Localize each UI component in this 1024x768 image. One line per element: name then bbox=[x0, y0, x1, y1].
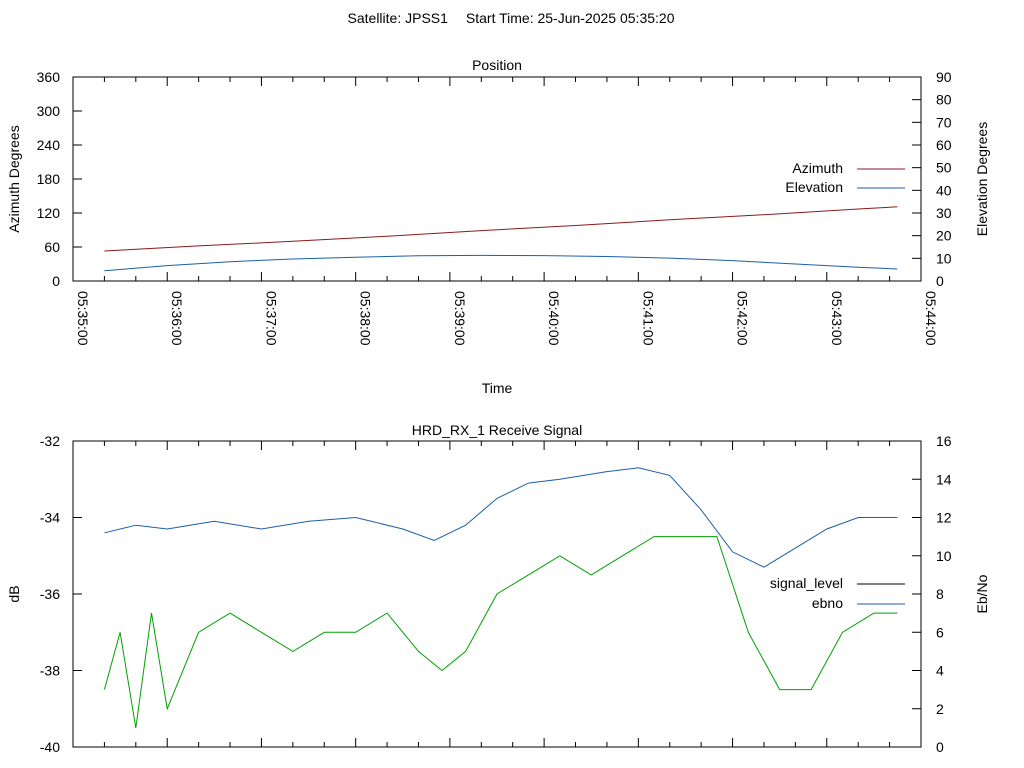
position-panel: Position 05:35:00 05:36:00 05:37:00 05:38:00… bbox=[6, 57, 990, 396]
series-line-ebno bbox=[104, 467, 898, 568]
y2-tick-label: 10 bbox=[936, 250, 952, 266]
y2-tick-label: 0 bbox=[936, 739, 944, 755]
series-line-elevation bbox=[104, 254, 898, 272]
start-time-label: Start Time: 25-Jun-2025 05:35:20 bbox=[466, 10, 675, 26]
x-tick-label: 05:44:00 bbox=[923, 291, 939, 346]
y2-tick-label: 14 bbox=[936, 471, 952, 487]
y2-tick-label: 90 bbox=[936, 69, 952, 85]
legend-label: ebno bbox=[812, 595, 843, 611]
x-tick-label: 05:38:00 bbox=[358, 291, 374, 346]
y-tick-label: -40 bbox=[40, 739, 60, 755]
x-tick-label: 05:39:00 bbox=[452, 291, 468, 346]
y2-tick-label: 80 bbox=[936, 92, 952, 108]
y-tick-label: 180 bbox=[37, 171, 61, 187]
y-tick-label: -34 bbox=[40, 510, 60, 526]
y-tick-label: 360 bbox=[37, 69, 61, 85]
legend-label: signal_level bbox=[770, 575, 843, 591]
y-tick-label: 300 bbox=[37, 103, 61, 119]
y-tick-label: 0 bbox=[52, 273, 60, 289]
legend-label: Azimuth bbox=[792, 160, 843, 176]
y2-tick-label: 50 bbox=[936, 160, 952, 176]
x-tick-label: 05:42:00 bbox=[735, 291, 751, 346]
y2-axis-label: Elevation Degrees bbox=[974, 122, 990, 236]
x-tick-label: 05:37:00 bbox=[263, 291, 279, 346]
y2-tick-label: 8 bbox=[936, 586, 944, 602]
y2-tick-label: 0 bbox=[936, 273, 944, 289]
x-tick-label: 05:35:00 bbox=[75, 291, 91, 346]
y-axis-label: dB bbox=[6, 585, 22, 602]
y2-tick-label: 30 bbox=[936, 205, 952, 221]
satellite-label: Satellite: JPSS1 bbox=[348, 10, 449, 26]
series-line-receive bbox=[103, 536, 898, 728]
figure-title: Satellite: JPSS1 Start Time: 25-Jun-2025 … bbox=[348, 10, 675, 26]
y-tick-label: 60 bbox=[44, 239, 60, 255]
x-axis-label: Time bbox=[482, 380, 513, 396]
y-tick-label: 120 bbox=[37, 205, 61, 221]
receive-signal-panel: HRD_RX_1 Receive Signal -40 -38 -36 -34 -32 0 2… bbox=[6, 422, 990, 755]
y-tick-label: -32 bbox=[40, 433, 60, 449]
y-tick-label: -38 bbox=[40, 663, 60, 679]
panel-title: Position bbox=[472, 57, 522, 73]
y2-tick-label: 70 bbox=[936, 114, 952, 130]
y2-tick-label: 6 bbox=[936, 624, 944, 640]
y2-tick-label: 16 bbox=[936, 433, 952, 449]
x-tick-label: 05:41:00 bbox=[640, 291, 656, 346]
y2-tick-label: 4 bbox=[936, 663, 944, 679]
y2-tick-label: 12 bbox=[936, 510, 952, 526]
y2-axis-label: Eb/No bbox=[974, 574, 990, 613]
x-tick-label: 05:40:00 bbox=[546, 291, 562, 346]
x-tick-label: 05:43:00 bbox=[829, 291, 845, 346]
y2-tick-label: 40 bbox=[936, 182, 952, 198]
series-line-azimuth bbox=[104, 206, 898, 252]
panel-title: HRD_RX_1 Receive Signal bbox=[412, 422, 582, 438]
y2-tick-label: 10 bbox=[936, 548, 952, 564]
y2-tick-label: 20 bbox=[936, 228, 952, 244]
x-tick-label: 05:36:00 bbox=[169, 291, 185, 346]
y2-tick-label: 2 bbox=[936, 701, 944, 717]
y-axis-label: Azimuth Degrees bbox=[6, 125, 22, 232]
y-tick-label: 240 bbox=[37, 137, 61, 153]
y-tick-label: -36 bbox=[40, 586, 60, 602]
y2-tick-label: 60 bbox=[936, 137, 952, 153]
legend-label: Elevation bbox=[785, 179, 843, 195]
